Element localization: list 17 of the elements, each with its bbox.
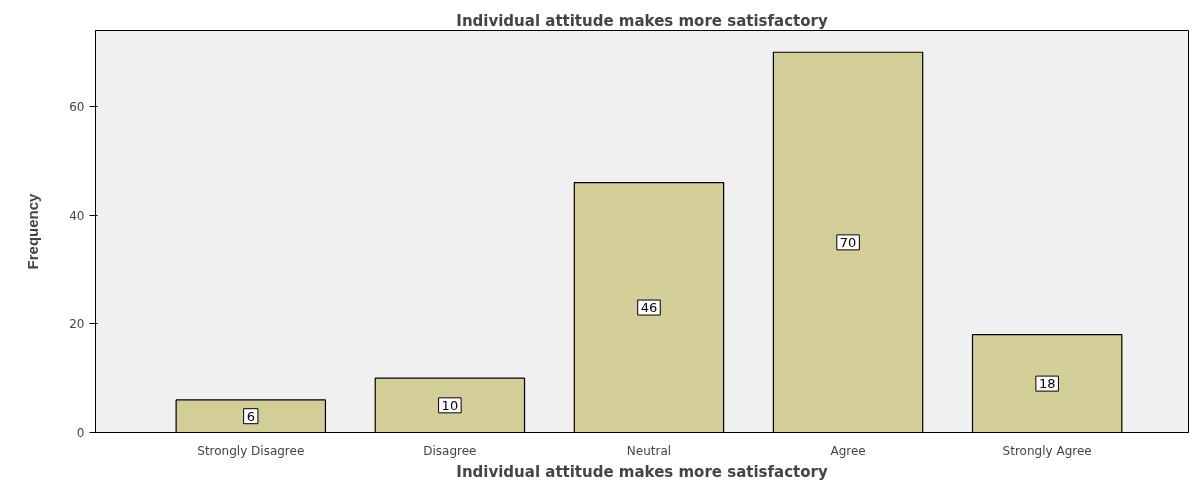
y-tick-label: 40 xyxy=(69,208,85,223)
chart-title: Individual attitude makes more satisfactory xyxy=(456,11,828,30)
x-tick-label: Strongly Disagree xyxy=(197,443,305,458)
y-tick-label: 20 xyxy=(69,317,85,332)
y-axis-title: Frequency xyxy=(24,192,42,270)
data-label: 10 xyxy=(441,397,459,413)
data-label: 70 xyxy=(839,234,857,250)
x-tick-label: Neutral xyxy=(626,443,672,458)
data-label: 18 xyxy=(1038,376,1056,392)
data-label: 46 xyxy=(640,300,658,316)
x-tick-label: Agree xyxy=(830,443,866,458)
x-tick-label: Disagree xyxy=(423,443,477,458)
x-tick-label: Strongly Agree xyxy=(1002,443,1092,458)
data-label: 6 xyxy=(246,408,255,424)
x-axis-title: Individual attitude makes more satisfactory xyxy=(456,462,828,481)
y-tick-label: 60 xyxy=(69,100,85,115)
y-tick-label: 0 xyxy=(76,426,85,440)
